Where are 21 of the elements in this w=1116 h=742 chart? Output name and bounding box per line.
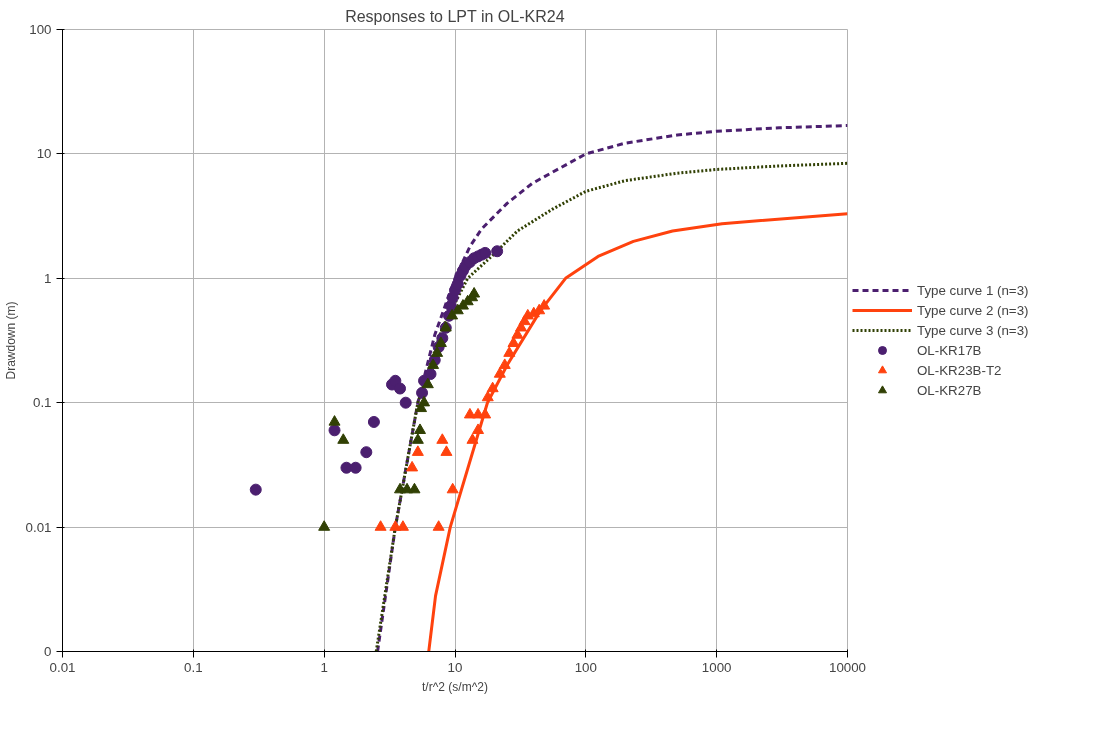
x-tick-label: 0.1 — [184, 659, 203, 675]
chart-title: Responses to LPT in OL-KR24 — [345, 7, 565, 25]
x-axis-title: t/r^2 (s/m^2) — [422, 679, 488, 694]
legend-label: Type curve 1 (n=3) — [917, 282, 1029, 298]
legend-label: Type curve 2 (n=3) — [917, 302, 1029, 318]
legend-label: OL-KR23B-T2 — [917, 362, 1002, 378]
y-tick-label: 100 — [29, 22, 52, 37]
legend-label: OL-KR17B — [917, 342, 982, 358]
y-axis-title: Drawdown (m) — [3, 301, 18, 380]
legend-label: Type curve 3 (n=3) — [917, 322, 1029, 338]
legend-label: OL-KR27B — [917, 382, 982, 398]
y-tick-label: 10 — [36, 146, 52, 162]
x-tick-label: 1000 — [701, 659, 732, 675]
x-tick-label: 10000 — [828, 659, 867, 675]
y-tick-label: 0 — [44, 644, 52, 659]
x-tick-label: 100 — [574, 659, 597, 675]
y-tick-label: 0.01 — [25, 519, 52, 535]
y-tick-label: 0.1 — [32, 395, 52, 411]
x-tick-label: 10 — [447, 659, 463, 675]
x-tick-label: 1 — [320, 659, 328, 675]
y-tick-label: 1 — [44, 270, 52, 286]
